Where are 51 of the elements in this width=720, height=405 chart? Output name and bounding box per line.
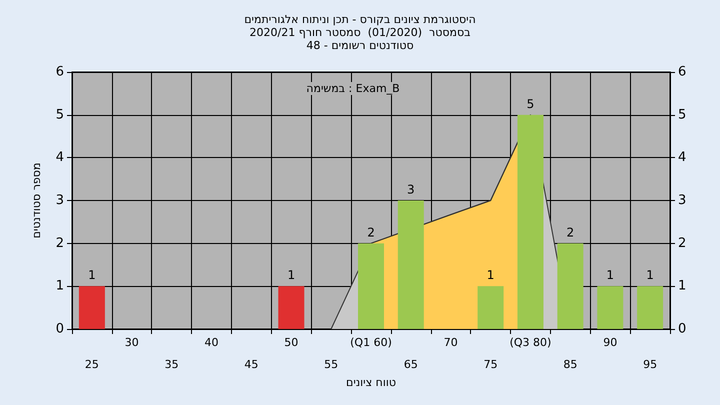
data-label: 3 [407, 182, 415, 196]
data-label: 2 [367, 225, 375, 240]
y2-tick-label: 0 [678, 322, 686, 336]
x-tick-label: 95 [643, 358, 658, 371]
y-tick-label: 5 [56, 107, 64, 122]
x-tick-label: 90 [603, 336, 618, 349]
data-label: 2 [566, 225, 574, 240]
x-tick-label: 55 [324, 358, 338, 371]
x-tick-label: 50 [284, 336, 298, 349]
x-tick-label: 45 [244, 358, 258, 371]
data-label: 1 [486, 268, 494, 282]
y2-tick-label: 5 [678, 107, 686, 122]
x-tick-label: (Q1 60) [350, 336, 392, 349]
y2-tick-label: 2 [678, 236, 686, 251]
y-tick-label: 6 [56, 64, 64, 80]
data-label: 1 [646, 268, 654, 282]
x-tick-label: 25 [84, 358, 99, 371]
x-tick-label: 75 [484, 358, 498, 371]
x-tick-label: 35 [164, 358, 179, 371]
y2-tick-label: 4 [678, 150, 686, 166]
data-label: 1 [88, 268, 96, 282]
x-tick-label: 40 [204, 336, 219, 349]
bar [517, 114, 544, 329]
bar [557, 243, 584, 329]
data-label: 1 [287, 268, 296, 282]
y-tick-label: 0 [56, 322, 64, 336]
bar [358, 243, 384, 329]
y-tick-label: 3 [56, 193, 64, 208]
bar [637, 286, 664, 329]
y2-tick-label: 1 [678, 278, 686, 294]
bar [398, 200, 424, 329]
x-axis-title: טווח ציונים [346, 376, 396, 389]
bar [597, 286, 624, 329]
x-tick-label: 30 [124, 336, 139, 349]
y-tick-label: 4 [56, 150, 64, 166]
bar [78, 286, 105, 329]
data-label: 1 [606, 268, 614, 282]
annotation: במשימה : Exam_B [306, 82, 400, 95]
y2-tick-label: 6 [678, 64, 686, 80]
y-axis-title: מספר סטודנטים [30, 162, 43, 238]
y-tick-label: 1 [56, 278, 64, 294]
x-tick-label: 85 [563, 358, 578, 371]
x-tick-label: 70 [444, 336, 458, 349]
y-tick-label: 2 [56, 236, 64, 251]
bar [478, 286, 504, 329]
y2-tick-label: 3 [678, 193, 686, 208]
chart-title: היסטוגרמת ציונים בקורס - תכן וניתוח אלגוריתמים בסמסטר (01/2020) סמסטר חורף 2020/21 סטודנטים רשומים - 48 [244, 13, 476, 52]
bar [278, 286, 304, 329]
data-label: 5 [526, 96, 534, 111]
x-tick-label: 65 [404, 358, 418, 371]
x-tick-label: (Q3 80) [510, 336, 552, 349]
